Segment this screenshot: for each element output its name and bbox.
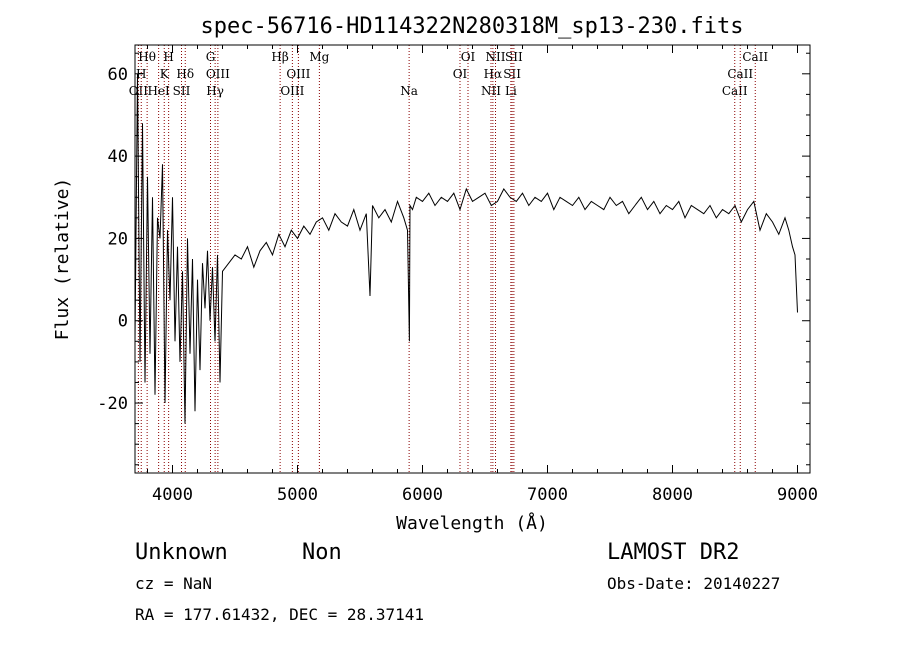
y-tick-label: 20 [108, 229, 128, 249]
x-tick-label: 5000 [277, 485, 318, 505]
y-tick-label: 40 [108, 147, 128, 167]
x-tick-label: 9000 [777, 485, 818, 505]
marker-label: NII [481, 84, 501, 98]
y-axis: -20 0 20 40 60 [97, 52, 810, 466]
survey-label: LAMOST DR2 [607, 540, 739, 565]
marker-label: NII [486, 50, 506, 64]
marker-label: SII [503, 67, 521, 81]
coords-label: RA = 177.61432, DEC = 28.37141 [135, 605, 424, 624]
x-tick-label: 4000 [152, 485, 193, 505]
x-axis: 4000 5000 6000 7000 8000 9000 [147, 45, 818, 505]
marker-label: OIII [286, 67, 310, 81]
spectrum-series [134, 73, 798, 424]
cz-label: cz = NaN [135, 574, 212, 593]
obs-date-label: Obs-Date: 20140227 [607, 574, 780, 593]
marker-label: SII [173, 84, 191, 98]
subclass-label: Non [302, 540, 342, 565]
class-label: Unknown [135, 540, 228, 565]
y-tick-label: 0 [118, 312, 128, 332]
marker-label: OIII [206, 67, 230, 81]
y-tick-label: -20 [97, 394, 128, 414]
x-tick-label: 7000 [527, 485, 568, 505]
marker-label: Na [400, 84, 418, 98]
marker-label: Mg [309, 50, 329, 64]
marker-label: Li [505, 84, 517, 98]
spectrum-line [134, 73, 798, 424]
marker-label: Hα [484, 67, 503, 81]
marker-label: Hδ [176, 67, 194, 81]
marker-label: OI [461, 50, 476, 64]
marker-label: OII [129, 84, 149, 98]
marker-label: Hβ [271, 50, 288, 64]
marker-label: HeI [147, 84, 170, 98]
y-axis-label: Flux (relative) [52, 178, 73, 341]
plot-frame [134, 44, 811, 474]
marker-label: CaII [722, 84, 748, 98]
marker-label: K [160, 67, 170, 81]
marker-label: Hθ [138, 50, 156, 64]
marker-label: CaII [742, 50, 768, 64]
marker-label: OIII [280, 84, 304, 98]
x-axis-label: Wavelength (Å) [396, 512, 548, 534]
marker-label: CaII [727, 67, 753, 81]
line-markers: OIIHHθHeIKHSIIHδGHγOIIIHβOIIIOIIIMgNaOIO… [129, 45, 768, 473]
marker-label: SII [505, 50, 523, 64]
x-tick-label: 8000 [652, 485, 693, 505]
marker-label: G [206, 50, 216, 64]
chart-title: spec-56716-HD114322N280318M_sp13-230.fit… [200, 14, 743, 39]
y-tick-label: 60 [108, 65, 128, 85]
marker-label: H [163, 50, 173, 64]
marker-label: OI [453, 67, 468, 81]
x-tick-label: 6000 [402, 485, 443, 505]
marker-label: Hγ [206, 84, 224, 98]
